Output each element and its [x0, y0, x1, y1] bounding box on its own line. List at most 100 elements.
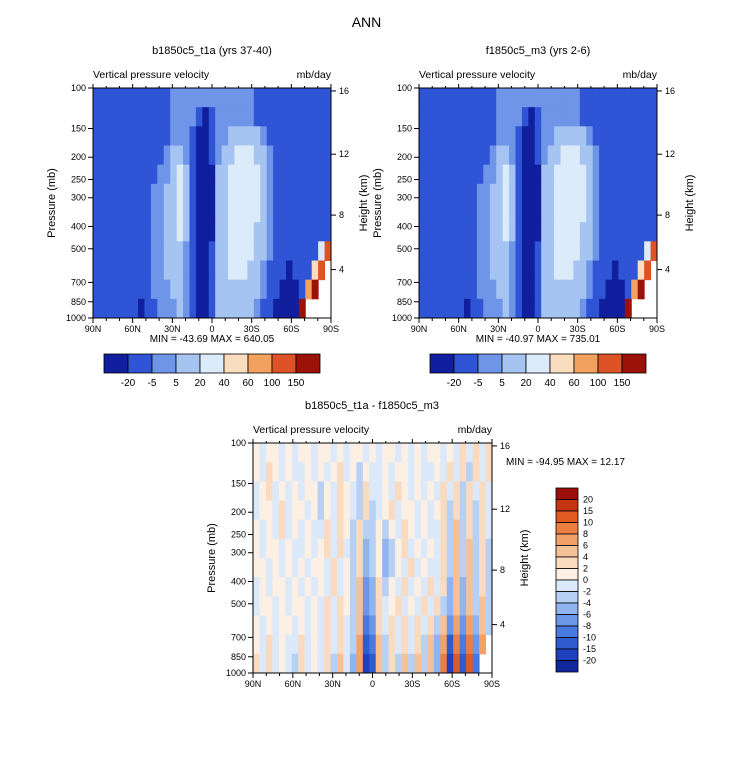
svg-text:20: 20 — [583, 495, 593, 505]
panel-1-plot: 90N 60N 30N 0 30S 60S 90S 100 150 200 250 300 400 500… — [46, 83, 370, 389]
latitude-axis: 90N 60N 30N 0 30S 60S 90S — [411, 84, 665, 334]
svg-text:850: 850 — [231, 652, 246, 662]
panel-1-subtitle: Vertical pressure velocity mb/day — [93, 69, 331, 81]
svg-text:150: 150 — [231, 479, 246, 489]
svg-text:60: 60 — [568, 378, 580, 389]
height-axis: 16 12 8 4 — [492, 441, 510, 630]
svg-text:100: 100 — [397, 83, 412, 93]
pressure-axis-title: Pressure (mb) — [46, 168, 58, 238]
svg-text:500: 500 — [397, 244, 412, 254]
svg-text:60S: 60S — [444, 679, 460, 689]
svg-text:-8: -8 — [583, 621, 591, 631]
panel-3-minmax: MIN = -94.95 MAX = 12.17 — [506, 457, 625, 468]
panel-2-title: f1850c5_m3 (yrs 2-6) — [485, 45, 591, 57]
svg-text:-4: -4 — [583, 598, 591, 608]
heatmap — [93, 88, 332, 319]
svg-text:-2: -2 — [583, 587, 591, 597]
svg-text:-15: -15 — [583, 644, 596, 654]
pressure-axis-title: Pressure (mb) — [206, 523, 218, 593]
panel-3-plot: 90N 60N 30N 0 30S 60S 90S100150200250300400500… — [206, 438, 596, 689]
height-axis: 16 12 8 4 — [331, 86, 349, 275]
svg-text:16: 16 — [500, 441, 510, 451]
svg-text:8: 8 — [665, 210, 670, 220]
svg-text:60N: 60N — [450, 324, 467, 334]
panel-2-subtitle-left: Vertical pressure velocity — [419, 69, 536, 81]
svg-text:60S: 60S — [609, 324, 625, 334]
svg-text:850: 850 — [397, 297, 412, 307]
panel-1-subtitle-left: Vertical pressure velocity — [93, 69, 210, 81]
svg-text:30N: 30N — [490, 324, 507, 334]
svg-text:10: 10 — [583, 518, 593, 528]
svg-text:0: 0 — [583, 575, 588, 585]
svg-text:90N: 90N — [411, 324, 428, 334]
svg-text:-20: -20 — [121, 378, 136, 389]
svg-text:300: 300 — [231, 548, 246, 558]
svg-text:12: 12 — [500, 504, 510, 514]
svg-text:12: 12 — [665, 149, 675, 159]
svg-text:8: 8 — [583, 529, 588, 539]
svg-text:700: 700 — [397, 277, 412, 287]
svg-text:150: 150 — [288, 378, 305, 389]
svg-text:4: 4 — [500, 620, 505, 630]
panel-3-subtitle-left: Vertical pressure velocity — [253, 424, 370, 436]
svg-text:1000: 1000 — [392, 313, 412, 323]
svg-text:8: 8 — [500, 565, 505, 575]
heatmap — [419, 88, 658, 319]
svg-text:90S: 90S — [323, 324, 339, 334]
panel-3-units: mb/day — [457, 424, 492, 436]
height-axis-title: Height (km) — [519, 530, 531, 587]
svg-text:200: 200 — [397, 152, 412, 162]
svg-text:150: 150 — [71, 124, 86, 134]
pressure-axis: 100 150 200 250 300 400 500 700 850 1000 — [392, 83, 419, 323]
svg-text:30S: 30S — [404, 679, 420, 689]
panel-1-minmax: MIN = -43.69 MAX = 640.05 — [149, 334, 275, 345]
svg-text:150: 150 — [397, 124, 412, 134]
svg-text:100: 100 — [71, 83, 86, 93]
height-axis-title: Height (km) — [684, 175, 696, 232]
height-axis: 16 12 8 4 — [657, 86, 675, 275]
panel-2-plot: 90N 60N 30N 0 30S 60S 90S 100 150 200 250 300 400 500… — [372, 83, 696, 389]
svg-text:400: 400 — [231, 576, 246, 586]
pressure-axis: 100 150 200 250 300 400 500 700 850 1000 — [66, 83, 93, 323]
svg-text:0: 0 — [370, 679, 375, 689]
pressure-axis: 100 150 200 250 300 400 500 700 850 1000 — [226, 438, 253, 678]
colorbar: -20 -5 5 20 40 60 100 150 — [103, 353, 321, 389]
svg-text:300: 300 — [71, 193, 86, 203]
svg-text:1000: 1000 — [66, 313, 86, 323]
svg-text:-6: -6 — [583, 610, 591, 620]
svg-text:500: 500 — [231, 599, 246, 609]
svg-text:90S: 90S — [649, 324, 665, 334]
height-axis-title: Height (km) — [358, 175, 370, 232]
svg-text:30N: 30N — [164, 324, 181, 334]
svg-text:850: 850 — [71, 297, 86, 307]
svg-text:2: 2 — [583, 564, 588, 574]
svg-text:16: 16 — [665, 86, 675, 96]
svg-text:500: 500 — [71, 244, 86, 254]
svg-text:100: 100 — [590, 378, 607, 389]
svg-text:400: 400 — [397, 221, 412, 231]
svg-text:60: 60 — [242, 378, 254, 389]
heatmap — [253, 443, 493, 674]
svg-text:40: 40 — [218, 378, 230, 389]
svg-text:15: 15 — [583, 506, 593, 516]
svg-text:4: 4 — [665, 265, 670, 275]
svg-text:400: 400 — [71, 221, 86, 231]
svg-text:200: 200 — [231, 507, 246, 517]
svg-text:100: 100 — [264, 378, 281, 389]
svg-text:0: 0 — [535, 324, 540, 334]
svg-text:60N: 60N — [124, 324, 141, 334]
svg-text:30N: 30N — [324, 679, 341, 689]
svg-text:90S: 90S — [484, 679, 500, 689]
svg-text:5: 5 — [173, 378, 179, 389]
latitude-axis: 90N 60N 30N 0 30S 60S 90S — [85, 84, 339, 334]
svg-text:700: 700 — [231, 632, 246, 642]
svg-text:-5: -5 — [148, 378, 157, 389]
svg-text:4: 4 — [583, 552, 588, 562]
svg-text:300: 300 — [397, 193, 412, 203]
svg-text:0: 0 — [209, 324, 214, 334]
svg-text:150: 150 — [614, 378, 631, 389]
panel-1-units: mb/day — [296, 69, 331, 81]
svg-text:-20: -20 — [447, 378, 462, 389]
